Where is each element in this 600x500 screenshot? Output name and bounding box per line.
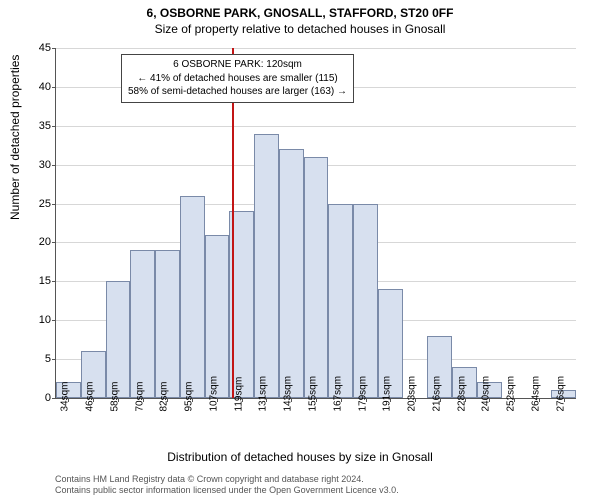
plot-region: 05101520253035404534sqm46sqm58sqm70sqm82… <box>55 48 576 399</box>
ytick-mark <box>52 204 56 205</box>
ytick-mark <box>52 165 56 166</box>
ytick-mark <box>52 320 56 321</box>
histogram-bar <box>279 149 304 398</box>
chart-area: 05101520253035404534sqm46sqm58sqm70sqm82… <box>55 48 575 398</box>
gridline <box>56 126 576 127</box>
annotation-box: 6 OSBORNE PARK: 120sqm← 41% of detached … <box>121 54 354 103</box>
histogram-bar <box>304 157 329 398</box>
ytick-mark <box>52 281 56 282</box>
annotation-line: 6 OSBORNE PARK: 120sqm <box>128 58 347 72</box>
histogram-bar <box>155 250 180 398</box>
ytick-mark <box>52 242 56 243</box>
annotation-line: ← 41% of detached houses are smaller (11… <box>128 72 347 86</box>
histogram-bar <box>106 281 131 398</box>
ytick-label: 20 <box>21 236 51 248</box>
ytick-mark <box>52 87 56 88</box>
histogram-bar <box>205 235 230 398</box>
ytick-mark <box>52 126 56 127</box>
histogram-bar <box>130 250 155 398</box>
page-title: 6, OSBORNE PARK, GNOSALL, STAFFORD, ST20… <box>0 0 600 20</box>
ytick-mark <box>52 48 56 49</box>
footer-line: Contains public sector information licen… <box>55 485 399 496</box>
ytick-label: 10 <box>21 314 51 326</box>
ytick-mark <box>52 359 56 360</box>
footer-attribution: Contains HM Land Registry data © Crown c… <box>55 474 399 497</box>
footer-line: Contains HM Land Registry data © Crown c… <box>55 474 399 485</box>
ytick-label: 25 <box>21 198 51 210</box>
ytick-label: 35 <box>21 120 51 132</box>
histogram-bar <box>328 204 353 398</box>
ytick-label: 15 <box>21 275 51 287</box>
x-axis-label: Distribution of detached houses by size … <box>0 450 600 464</box>
ytick-label: 40 <box>21 81 51 93</box>
histogram-bar <box>254 134 279 398</box>
ytick-label: 0 <box>21 392 51 404</box>
page-subtitle: Size of property relative to detached ho… <box>0 20 600 36</box>
histogram-bar <box>180 196 205 398</box>
y-axis-label: Number of detached properties <box>8 55 22 220</box>
ytick-mark <box>52 398 56 399</box>
histogram-bar <box>353 204 378 398</box>
ytick-label: 30 <box>21 159 51 171</box>
annotation-line: 58% of semi-detached houses are larger (… <box>128 85 347 99</box>
ytick-label: 45 <box>21 42 51 54</box>
ytick-label: 5 <box>21 353 51 365</box>
gridline <box>56 48 576 49</box>
